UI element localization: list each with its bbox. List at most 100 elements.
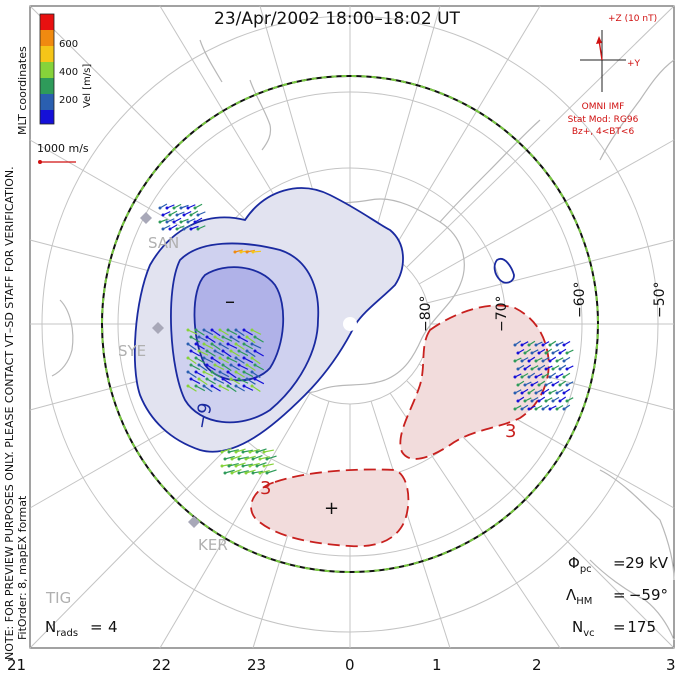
vector-origin bbox=[241, 450, 245, 454]
meridian-8 bbox=[418, 139, 675, 285]
meridian-22 bbox=[159, 392, 311, 649]
vector-line bbox=[251, 371, 261, 379]
vector-origin bbox=[158, 206, 162, 210]
vector-line bbox=[251, 343, 262, 349]
vector-origin bbox=[234, 384, 238, 388]
vector-line bbox=[190, 336, 200, 343]
vector-origin bbox=[193, 220, 197, 224]
vector-origin bbox=[196, 227, 200, 231]
vector-origin bbox=[262, 450, 266, 454]
vector-origin bbox=[226, 356, 230, 360]
vector-origin bbox=[234, 464, 238, 468]
vector-origin bbox=[541, 375, 545, 379]
vector-line bbox=[203, 385, 213, 393]
vector-origin bbox=[565, 399, 569, 403]
vector-line bbox=[187, 343, 197, 351]
vector-line bbox=[263, 463, 274, 467]
vector-origin bbox=[242, 328, 246, 332]
vector-origin bbox=[239, 250, 243, 254]
vector-line bbox=[206, 364, 216, 371]
vector-origin bbox=[250, 384, 254, 388]
colorbar-seg-6 bbox=[40, 94, 54, 110]
vector-origin bbox=[175, 227, 179, 231]
vector-origin bbox=[551, 399, 555, 403]
vector-origin bbox=[548, 359, 552, 363]
vector-origin bbox=[513, 343, 517, 347]
imf-model: Stat Mod: RG96 bbox=[568, 115, 639, 125]
vector-origin bbox=[523, 383, 527, 387]
contour-label-pos-east: 3 bbox=[505, 421, 516, 442]
nz-coast-2 bbox=[199, 39, 223, 83]
vector-origin bbox=[544, 367, 548, 371]
vector-origin bbox=[237, 335, 241, 339]
vector-line bbox=[198, 350, 209, 356]
lat-label-60: −60° bbox=[572, 281, 588, 318]
vector-origin bbox=[520, 359, 524, 363]
vector-origin bbox=[213, 335, 217, 339]
vector-origin bbox=[548, 391, 552, 395]
vector-origin bbox=[194, 328, 198, 332]
vector-line bbox=[211, 357, 221, 364]
south-america-coast bbox=[599, 59, 675, 161]
vector-origin bbox=[237, 457, 241, 461]
vector-origin bbox=[555, 391, 559, 395]
contour-label-pos-south: 3 bbox=[260, 478, 271, 499]
vector-line bbox=[251, 329, 262, 335]
station-tig: TIG bbox=[45, 589, 71, 607]
vector-origin bbox=[158, 220, 162, 224]
nz-coast bbox=[249, 79, 272, 151]
vector-line bbox=[245, 469, 256, 474]
n-rads-equals: = bbox=[90, 618, 103, 636]
vector-origin bbox=[537, 367, 541, 371]
vector-line bbox=[249, 462, 260, 467]
vector-origin bbox=[250, 356, 254, 360]
vector-line bbox=[266, 455, 277, 460]
vector-origin bbox=[520, 391, 524, 395]
vector-line bbox=[242, 463, 253, 467]
vector-origin bbox=[534, 375, 538, 379]
vector-origin bbox=[250, 328, 254, 332]
hm-boundary-green bbox=[101, 75, 599, 573]
vector-origin bbox=[189, 227, 193, 231]
station-marker-san bbox=[140, 212, 152, 224]
vector-origin bbox=[196, 213, 200, 217]
vector-origin bbox=[262, 464, 266, 468]
vector-line bbox=[249, 448, 260, 453]
meridian-11 bbox=[370, 5, 441, 248]
vector-line bbox=[187, 371, 197, 378]
vector-origin bbox=[251, 250, 255, 254]
vector-origin bbox=[226, 384, 230, 388]
vector-origin bbox=[513, 407, 517, 411]
vector-origin bbox=[537, 399, 541, 403]
vector-line bbox=[235, 385, 245, 392]
vector-origin bbox=[265, 457, 269, 461]
vector-origin bbox=[551, 383, 555, 387]
mlt-label-21: 21 bbox=[7, 656, 26, 674]
vector-line bbox=[251, 357, 261, 365]
map-title: 23/Apr/2002 18:00–18:02 UT bbox=[214, 9, 460, 29]
vector-origin bbox=[165, 206, 169, 210]
mlt-coordinates-note: MLT coordinates bbox=[16, 46, 29, 135]
vector-origin bbox=[534, 391, 538, 395]
vector-origin bbox=[189, 349, 193, 353]
vector-line bbox=[228, 449, 239, 453]
vector-line bbox=[243, 385, 254, 391]
n-vc-symbol: Nvc bbox=[572, 618, 595, 639]
vector-line bbox=[243, 343, 254, 350]
vector-origin bbox=[221, 335, 225, 339]
colorbar-seg-1 bbox=[40, 14, 54, 30]
station-ker: KER bbox=[198, 536, 228, 554]
vector-origin bbox=[197, 363, 201, 367]
vector-scale-dot bbox=[38, 160, 42, 164]
vector-line bbox=[251, 385, 261, 392]
stats-block: Φpc = 29 kV ΛHM = −59° Nvc = 175 Nrads =… bbox=[45, 554, 669, 639]
vector-origin bbox=[245, 335, 249, 339]
vector-origin bbox=[520, 343, 524, 347]
minimum-marker: – bbox=[225, 289, 235, 313]
vector-origin bbox=[175, 213, 179, 217]
pos-contour-east bbox=[399, 304, 550, 460]
vector-origin bbox=[558, 383, 562, 387]
vector-origin bbox=[242, 384, 246, 388]
vector-origin bbox=[562, 343, 566, 347]
vector-line bbox=[198, 378, 208, 386]
